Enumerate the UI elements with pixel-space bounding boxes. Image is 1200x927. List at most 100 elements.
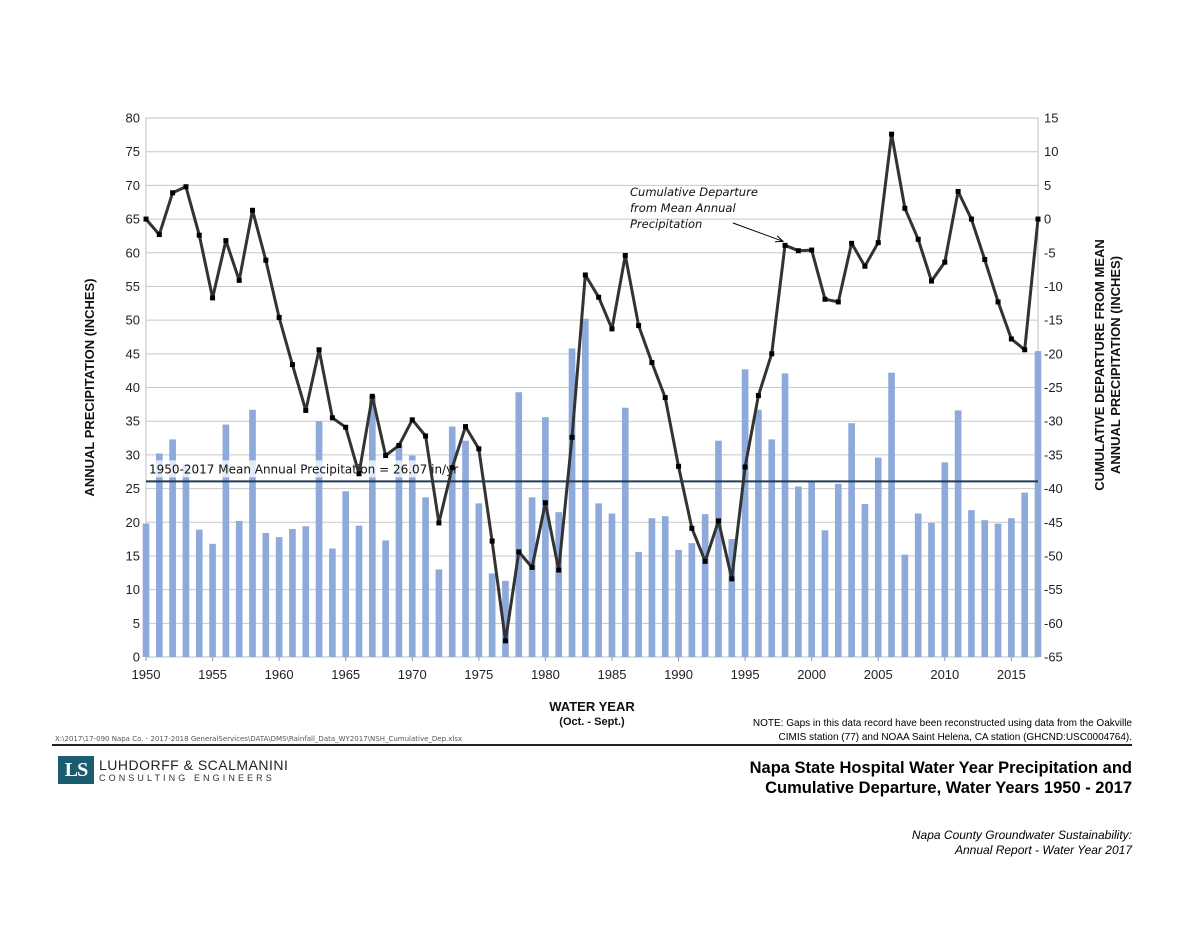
cumulative-departure-point [822, 296, 828, 302]
precipitation-bar [462, 440, 469, 657]
cumulative-departure-point [742, 464, 748, 470]
cumulative-departure-point [316, 347, 322, 353]
y-tick-label: 60 [126, 245, 140, 260]
y2-tick-label: -40 [1044, 481, 1063, 496]
y2-tick-label: 10 [1044, 144, 1058, 159]
annotation-arrow [732, 222, 784, 242]
y-axis-title: ANNUAL PRECIPITATION (INCHES) [82, 278, 97, 496]
cumulative-departure-point [729, 576, 735, 582]
cumulative-departure-point [276, 314, 282, 320]
y-tick-label: 45 [126, 346, 140, 361]
precipitation-bar [648, 518, 656, 657]
cumulative-departure-point [795, 248, 801, 254]
precipitation-bar [262, 533, 270, 657]
precipitation-bar [808, 481, 815, 657]
precipitation-bar [408, 455, 416, 657]
y-tick-label: 55 [126, 279, 140, 294]
y2-tick-label: -35 [1044, 447, 1063, 462]
precipitation-bar [568, 348, 576, 657]
cumulative-departure-point [529, 564, 535, 570]
note-line-1: NOTE: Gaps in this data record have been… [752, 718, 1132, 729]
precipitation-bar [1021, 492, 1029, 657]
precipitation-bar [515, 392, 523, 657]
y-tick-label: 30 [126, 447, 140, 462]
report-subtitle: Napa County Groundwater Sustainability: … [912, 828, 1132, 858]
precipitation-bar [355, 525, 363, 657]
cumulative-departure-point [715, 518, 721, 524]
precipitation-bar [488, 573, 496, 657]
y-tick-label: 80 [126, 111, 140, 126]
precipitation-bar [781, 373, 789, 657]
cumulative-departure-point [582, 272, 588, 278]
x-tick-label: 2010 [930, 667, 959, 682]
y-tick-label: 10 [126, 582, 140, 597]
annotation-text: Precipitation [630, 217, 702, 231]
y2-axis-title-line-1: CUMULATIVE DEPARTURE FROM MEAN [1092, 239, 1107, 491]
cumulative-departure-point [170, 190, 176, 196]
company-subtitle: CONSULTING ENGINEERS [99, 773, 275, 783]
cumulative-departure-point [196, 232, 202, 238]
precipitation-bar [834, 483, 842, 657]
precipitation-bar [701, 514, 709, 657]
precipitation-bar [954, 410, 962, 657]
cumulative-departure-point [676, 463, 682, 469]
precipitation-bar [768, 439, 776, 657]
data-note: NOTE: Gaps in this data record have been… [753, 717, 1132, 745]
precipitation-bar [994, 523, 1002, 657]
cumulative-departure-point [942, 259, 948, 265]
x-axis-title: WATER YEAR [549, 699, 635, 714]
x-tick-label: 2015 [997, 667, 1026, 682]
cumulative-departure-point [569, 434, 575, 440]
y2-tick-label: 5 [1044, 178, 1051, 193]
precipitation-bar [182, 464, 190, 657]
precipitation-bar [1034, 351, 1042, 657]
cumulative-departure-point [649, 360, 655, 366]
x-tick-label: 1975 [464, 667, 493, 682]
precipitation-bar [235, 520, 243, 657]
precipitation-bar [874, 457, 882, 657]
x-tick-label: 1995 [731, 667, 760, 682]
y2-tick-label: -15 [1044, 313, 1063, 328]
cumulative-departure-point [902, 205, 908, 211]
precipitation-bar [395, 444, 403, 657]
precipitation-bar [435, 569, 443, 657]
cumulative-departure-point [156, 232, 162, 238]
precipitation-bar [382, 540, 389, 657]
x-tick-label: 1985 [598, 667, 627, 682]
cumulative-departure-point [1022, 347, 1028, 353]
cumulative-departure-point [968, 216, 974, 222]
cumulative-departure-point [769, 351, 775, 357]
precipitation-bar [369, 395, 376, 657]
precipitation-bar [728, 539, 736, 657]
precipitation-bar [528, 497, 536, 657]
precipitation-bar [502, 580, 509, 657]
cumulative-departure-point [329, 415, 335, 421]
y2-tick-label: -25 [1044, 380, 1063, 395]
cumulative-departure-point [609, 326, 615, 332]
cumulative-departure-point [875, 240, 881, 246]
x-tick-label: 1960 [265, 667, 294, 682]
precipitation-bar [249, 409, 256, 657]
y2-tick-label: 0 [1044, 212, 1051, 227]
cumulative-departure-point [835, 299, 841, 305]
precipitation-bar [821, 530, 829, 657]
x-tick-label: 1950 [132, 667, 161, 682]
precipitation-bar [582, 318, 589, 657]
figure-title-line-2: Cumulative Departure, Water Years 1950 -… [765, 779, 1132, 797]
annotation-text: from Mean Annual [630, 201, 736, 215]
y2-axis-title-line-2: ANNUAL PRECIPITATION (INCHES) [1108, 256, 1123, 474]
y-tick-label: 70 [126, 178, 140, 193]
y-tick-label: 5 [133, 616, 140, 631]
x-axis-subtitle: (Oct. - Sept.) [559, 716, 625, 728]
mean-label: 1950-2017 Mean Annual Precipitation = 26… [149, 462, 458, 476]
cumulative-departure-point [556, 567, 562, 573]
cumulative-departure-point [636, 323, 642, 329]
cumulative-departure-point [263, 257, 269, 263]
precipitation-bar [542, 417, 549, 657]
precipitation-bar [448, 426, 456, 657]
cumulative-departure-point [356, 471, 362, 477]
y-tick-label: 35 [126, 414, 140, 429]
cumulative-departure-point [289, 362, 295, 368]
y2-tick-label: -45 [1044, 515, 1063, 530]
cumulative-departure-point [502, 638, 508, 644]
